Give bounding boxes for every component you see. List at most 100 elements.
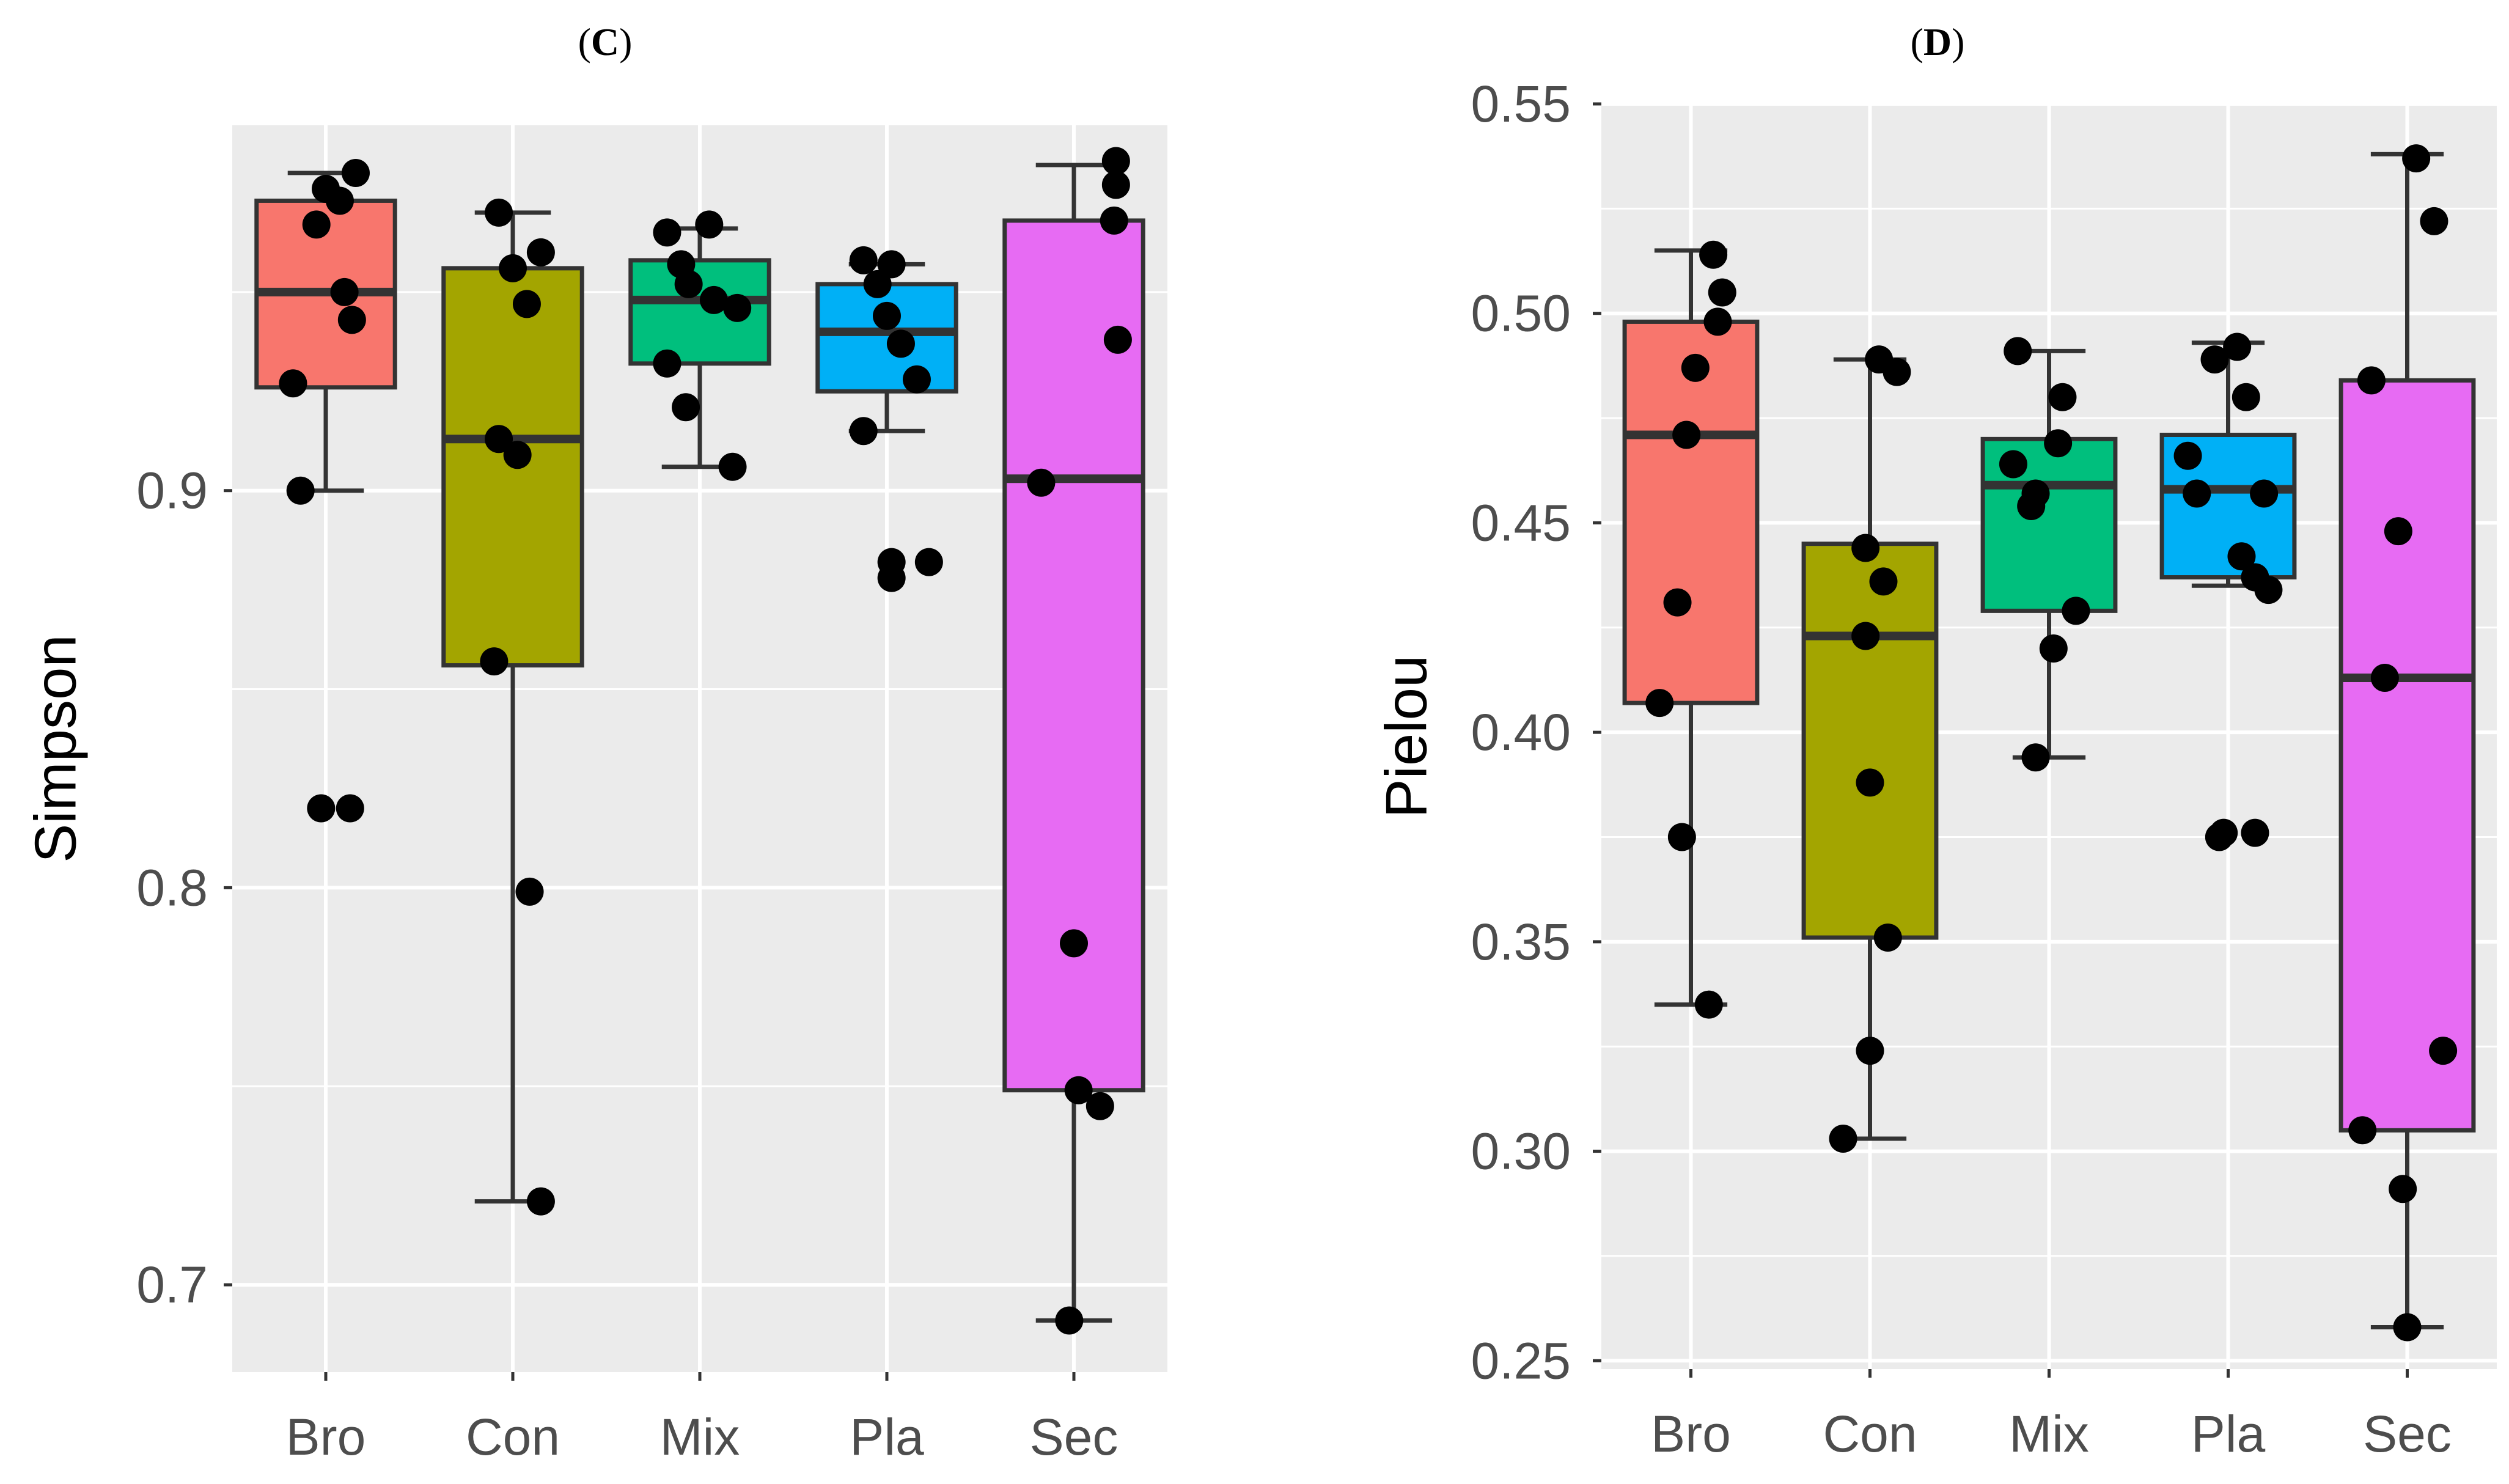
data-point	[2173, 441, 2202, 470]
box-sec	[2338, 378, 2476, 1133]
data-point	[1667, 823, 1696, 851]
y-tick-label: 0.40	[1471, 703, 1571, 761]
y-axis-title: Simpson	[23, 634, 89, 863]
data-point	[515, 877, 544, 906]
data-point	[526, 1187, 555, 1216]
data-point	[849, 246, 878, 274]
data-point	[672, 393, 700, 422]
data-point	[1027, 468, 1056, 497]
data-point	[2223, 332, 2252, 361]
data-point	[1663, 588, 1692, 617]
data-point	[2241, 818, 2269, 847]
data-point	[653, 218, 681, 247]
x-tick-label: Mix	[660, 1408, 740, 1466]
data-point	[1856, 768, 1884, 797]
data-point	[2021, 743, 2050, 772]
data-point	[1103, 325, 1132, 354]
data-point	[2004, 337, 2032, 365]
data-point	[1694, 990, 1723, 1019]
data-point	[2227, 542, 2256, 571]
data-point	[1869, 567, 1898, 596]
x-tick-label: Con	[1823, 1405, 1917, 1463]
data-point	[2200, 345, 2229, 374]
y-tick-label: 0.45	[1471, 494, 1571, 551]
data-point	[2429, 1037, 2458, 1065]
y-tick-label: 0.8	[136, 859, 208, 916]
data-point	[1645, 689, 1674, 718]
y-tick-label: 0.50	[1471, 285, 1571, 342]
data-point	[503, 441, 532, 469]
data-point	[2021, 479, 2050, 508]
box-bro	[1622, 319, 1760, 705]
data-point	[1101, 147, 1130, 175]
data-point	[2232, 383, 2260, 411]
data-point	[699, 285, 728, 314]
box-pla	[815, 282, 958, 394]
box-con	[1801, 542, 1939, 940]
panel-title: (D)	[1911, 20, 1965, 64]
data-point	[1703, 307, 1732, 336]
data-point	[279, 369, 307, 398]
data-point	[1699, 240, 1728, 269]
data-point	[2402, 144, 2431, 173]
data-point	[337, 306, 366, 334]
data-point	[512, 290, 541, 318]
data-point	[1064, 1076, 1093, 1104]
data-point	[2384, 517, 2412, 546]
data-point	[1681, 353, 1710, 382]
data-point	[330, 277, 359, 306]
data-point	[485, 425, 513, 454]
y-tick-label: 0.25	[1471, 1332, 1571, 1389]
data-point	[1851, 534, 1880, 562]
data-point	[485, 198, 513, 227]
data-point	[849, 417, 878, 446]
data-point	[863, 270, 892, 298]
x-tick-label: Pla	[850, 1408, 924, 1466]
data-point	[2044, 429, 2073, 458]
data-point	[718, 452, 747, 481]
data-point	[1672, 421, 1701, 449]
data-point	[499, 254, 527, 282]
data-point	[2210, 818, 2238, 847]
data-point	[2348, 1116, 2377, 1145]
data-point	[1999, 450, 2027, 479]
data-point	[1101, 171, 1130, 199]
data-point	[1851, 622, 1880, 650]
x-tick-label: Pla	[2191, 1405, 2266, 1463]
x-tick-label: Con	[466, 1408, 560, 1466]
data-point	[2420, 207, 2448, 235]
data-point	[307, 794, 336, 823]
data-point	[1873, 924, 1902, 952]
box-con	[441, 266, 584, 668]
data-point	[723, 293, 752, 322]
data-point	[1086, 1092, 1114, 1120]
data-point	[2357, 366, 2386, 395]
x-tick-label: Sec	[1030, 1408, 1119, 1466]
data-point	[286, 476, 315, 505]
data-point	[877, 564, 906, 592]
data-point	[886, 329, 915, 358]
data-point	[302, 210, 331, 239]
data-point	[1055, 1306, 1084, 1335]
data-point	[877, 250, 906, 279]
y-tick-label: 0.7	[136, 1256, 208, 1313]
y-axis-title: Pielou	[1374, 655, 1439, 818]
x-tick-label: Bro	[1651, 1405, 1731, 1463]
x-tick-label: Sec	[2363, 1405, 2452, 1463]
data-point	[2048, 383, 2077, 411]
data-point	[653, 349, 681, 378]
data-point	[1100, 206, 1128, 235]
data-point	[2370, 664, 2399, 692]
data-point	[914, 548, 943, 576]
data-point	[1708, 278, 1736, 307]
data-point	[2250, 479, 2279, 508]
x-tick-label: Bro	[286, 1408, 366, 1466]
y-tick-label: 0.9	[136, 462, 208, 520]
data-point	[873, 301, 901, 330]
data-point	[2183, 479, 2211, 508]
data-point	[902, 365, 931, 394]
data-point	[1856, 1037, 1884, 1065]
y-tick-label: 0.55	[1471, 75, 1571, 133]
data-point	[341, 158, 370, 187]
